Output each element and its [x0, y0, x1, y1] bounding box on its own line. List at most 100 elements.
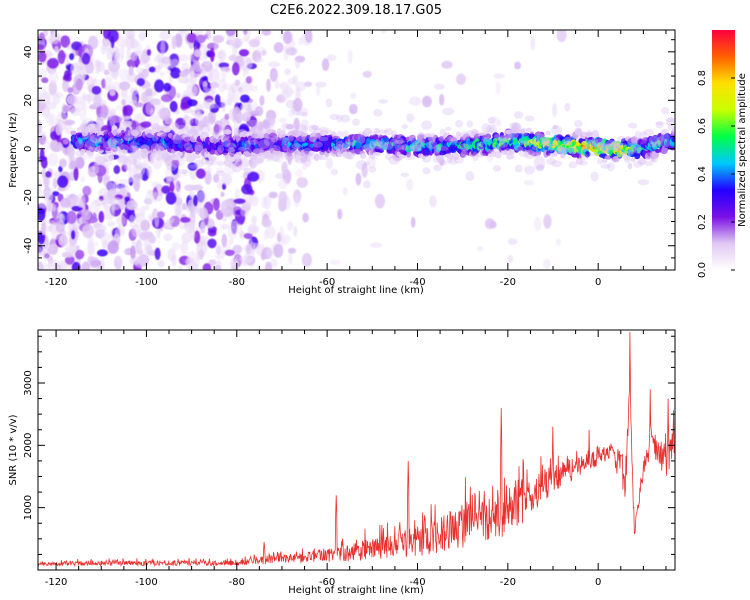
noise-blob: [530, 36, 536, 51]
noise-blob: [193, 49, 202, 58]
ridge-halo: [295, 132, 308, 143]
noise-blob: [59, 213, 66, 223]
ridge-halo: [302, 150, 312, 159]
noise-blob: [104, 76, 113, 88]
noise-blob: [113, 179, 120, 192]
ridge-halo: [217, 144, 224, 153]
ridge-halo: [357, 134, 366, 144]
ridge-halo: [623, 155, 631, 161]
noise-blob: [214, 40, 219, 52]
noise-blob: [208, 259, 217, 266]
noise-blob: [146, 165, 153, 178]
figure-title: C2E6.2022.309.18.17.G05: [270, 3, 442, 18]
ridge-halo: [237, 146, 247, 151]
ridge-halo: [546, 157, 557, 165]
ridge-halo: [439, 128, 447, 138]
noise-blob: [116, 255, 122, 263]
noise-blob: [362, 70, 372, 78]
ridge-halo: [89, 134, 102, 143]
noise-blob: [126, 199, 138, 211]
noise-blob: [228, 238, 234, 245]
ridge-halo: [599, 143, 612, 153]
noise-blob: [130, 245, 136, 260]
ridge-halo: [394, 144, 405, 151]
ridge-halo: [81, 133, 89, 140]
noise-blob: [51, 203, 57, 212]
noise-blob: [227, 226, 238, 239]
noise-blob: [38, 32, 45, 43]
ridge-blob: [494, 152, 502, 159]
noise-blob: [288, 109, 295, 118]
noise-blob: [55, 123, 63, 136]
ridge-halo: [547, 152, 556, 158]
ridge-halo: [616, 142, 628, 148]
ridge-halo: [108, 144, 116, 150]
noise-blob: [347, 49, 353, 64]
ridge-halo: [112, 131, 123, 137]
noise-blob: [287, 247, 297, 254]
noise-blob: [54, 45, 59, 53]
noise-blob: [81, 261, 91, 270]
x-tick-label: -40: [409, 277, 425, 288]
noise-blob: [64, 244, 77, 254]
noise-blob: [285, 123, 295, 130]
ridge-blob: [526, 127, 532, 133]
noise-blob: [144, 62, 151, 69]
ridge-halo: [627, 122, 638, 129]
noise-blob: [92, 77, 97, 85]
ridge-halo: [281, 137, 290, 146]
snr-plot-area: [38, 330, 675, 570]
noise-blob: [257, 121, 264, 133]
noise-blob: [273, 243, 284, 258]
noise-blob: [186, 99, 198, 107]
noise-blob: [130, 257, 141, 264]
ridge-halo: [481, 136, 491, 142]
noise-blob: [184, 184, 196, 192]
ridge-halo: [523, 149, 536, 159]
ridge-halo: [640, 135, 647, 141]
ridge-halo: [536, 165, 545, 170]
ridge-halo: [520, 127, 528, 137]
colorbar-tick-label: 0.8: [697, 70, 708, 86]
noise-blob: [123, 156, 133, 172]
ridge-blob: [311, 124, 319, 131]
ridge-halo: [282, 144, 289, 152]
ridge-halo: [296, 111, 308, 116]
ridge-halo: [438, 159, 448, 166]
ridge-halo: [112, 138, 123, 145]
ridge-halo: [540, 140, 552, 147]
ridge-halo: [237, 129, 247, 137]
ridge-blob: [372, 151, 381, 156]
ridge-halo: [257, 134, 270, 139]
ridge-halo: [390, 130, 398, 138]
ridge-halo: [151, 122, 160, 132]
ridge-blob: [471, 128, 479, 135]
noise-blob: [224, 249, 235, 256]
noise-blob: [185, 92, 196, 99]
ridge-halo: [194, 141, 204, 152]
spectrogram-heatmap: [38, 30, 675, 270]
noise-blob: [38, 68, 48, 80]
ridge-halo: [487, 116, 496, 124]
ridge-halo: [263, 136, 275, 147]
noise-blob: [321, 58, 330, 71]
noise-blob: [456, 73, 466, 85]
noise-blob: [165, 191, 177, 205]
noise-blob: [300, 119, 309, 132]
noise-blob: [182, 169, 189, 176]
noise-blob: [556, 30, 567, 43]
ridge-halo: [102, 141, 111, 149]
ridge-halo: [448, 139, 459, 144]
colorbar-bar: [712, 30, 735, 270]
ridge-halo: [470, 133, 481, 140]
ridge-halo: [665, 117, 675, 126]
noise-blob: [75, 78, 83, 91]
ridge-halo: [610, 146, 622, 152]
ridge-halo: [336, 143, 344, 153]
noise-blob: [176, 92, 181, 99]
noise-blob: [181, 232, 193, 244]
noise-blob: [195, 168, 206, 179]
ridge-halo: [226, 142, 237, 149]
ridge-halo: [477, 143, 484, 154]
ridge-halo: [406, 113, 415, 123]
